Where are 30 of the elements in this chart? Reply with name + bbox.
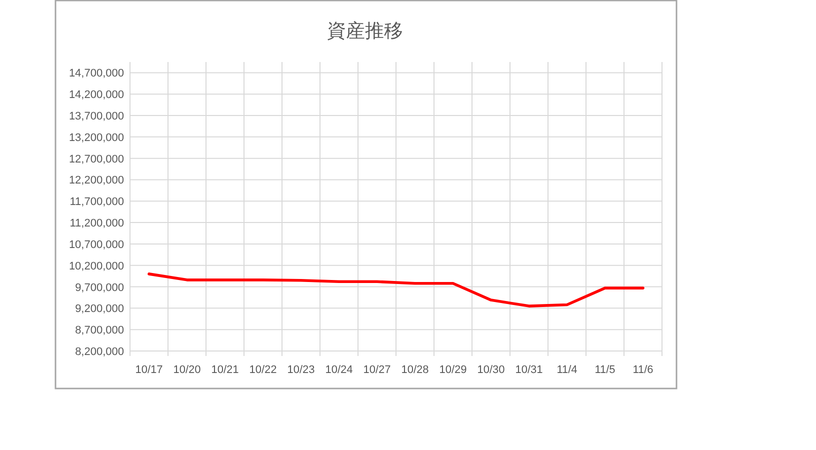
x-tick-label: 10/23 [287,364,315,376]
x-tick-label: 10/20 [173,364,201,376]
x-tick-label: 11/4 [556,364,578,376]
line-series [148,272,644,308]
x-tick-label: 10/29 [439,364,467,376]
y-tick-label: 12,200,000 [68,174,124,187]
x-tick-label: 11/5 [594,364,616,376]
x-tick-label: 10/22 [249,364,277,376]
y-tick-label: 11,200,000 [70,218,124,230]
x-tick-label: 10/21 [211,364,239,376]
y-tick-label: 13,200,000 [68,132,124,144]
x-tick-label: 10/24 [325,364,353,376]
x-tick-label: 10/27 [363,364,391,376]
x-tick-label: 11/6 [632,364,654,376]
y-tick-label: 10,200,000 [68,260,124,272]
x-tick-label: 10/28 [401,364,429,376]
x-tick-label: 10/31 [515,364,543,376]
y-tick-label: 9,200,000 [75,303,124,316]
y-tick-label: 13,700,000 [68,110,124,123]
x-tick-label: 10/30 [477,364,505,376]
y-tick-label: 8,200,000 [75,346,124,358]
y-tick-label: 14,200,000 [68,89,124,102]
y-tick-label: 9,700,000 [75,282,124,294]
y-tick-label: 10,700,000 [68,238,124,251]
x-tick-label: 10/17 [135,364,163,376]
y-tick-label: 11,700,000 [70,196,124,208]
y-tick-label: 8,700,000 [75,324,124,337]
y-tick-label: 14,700,000 [68,68,124,80]
chart-title: 資産推移 [327,20,403,42]
y-tick-label: 12,700,000 [68,153,124,166]
